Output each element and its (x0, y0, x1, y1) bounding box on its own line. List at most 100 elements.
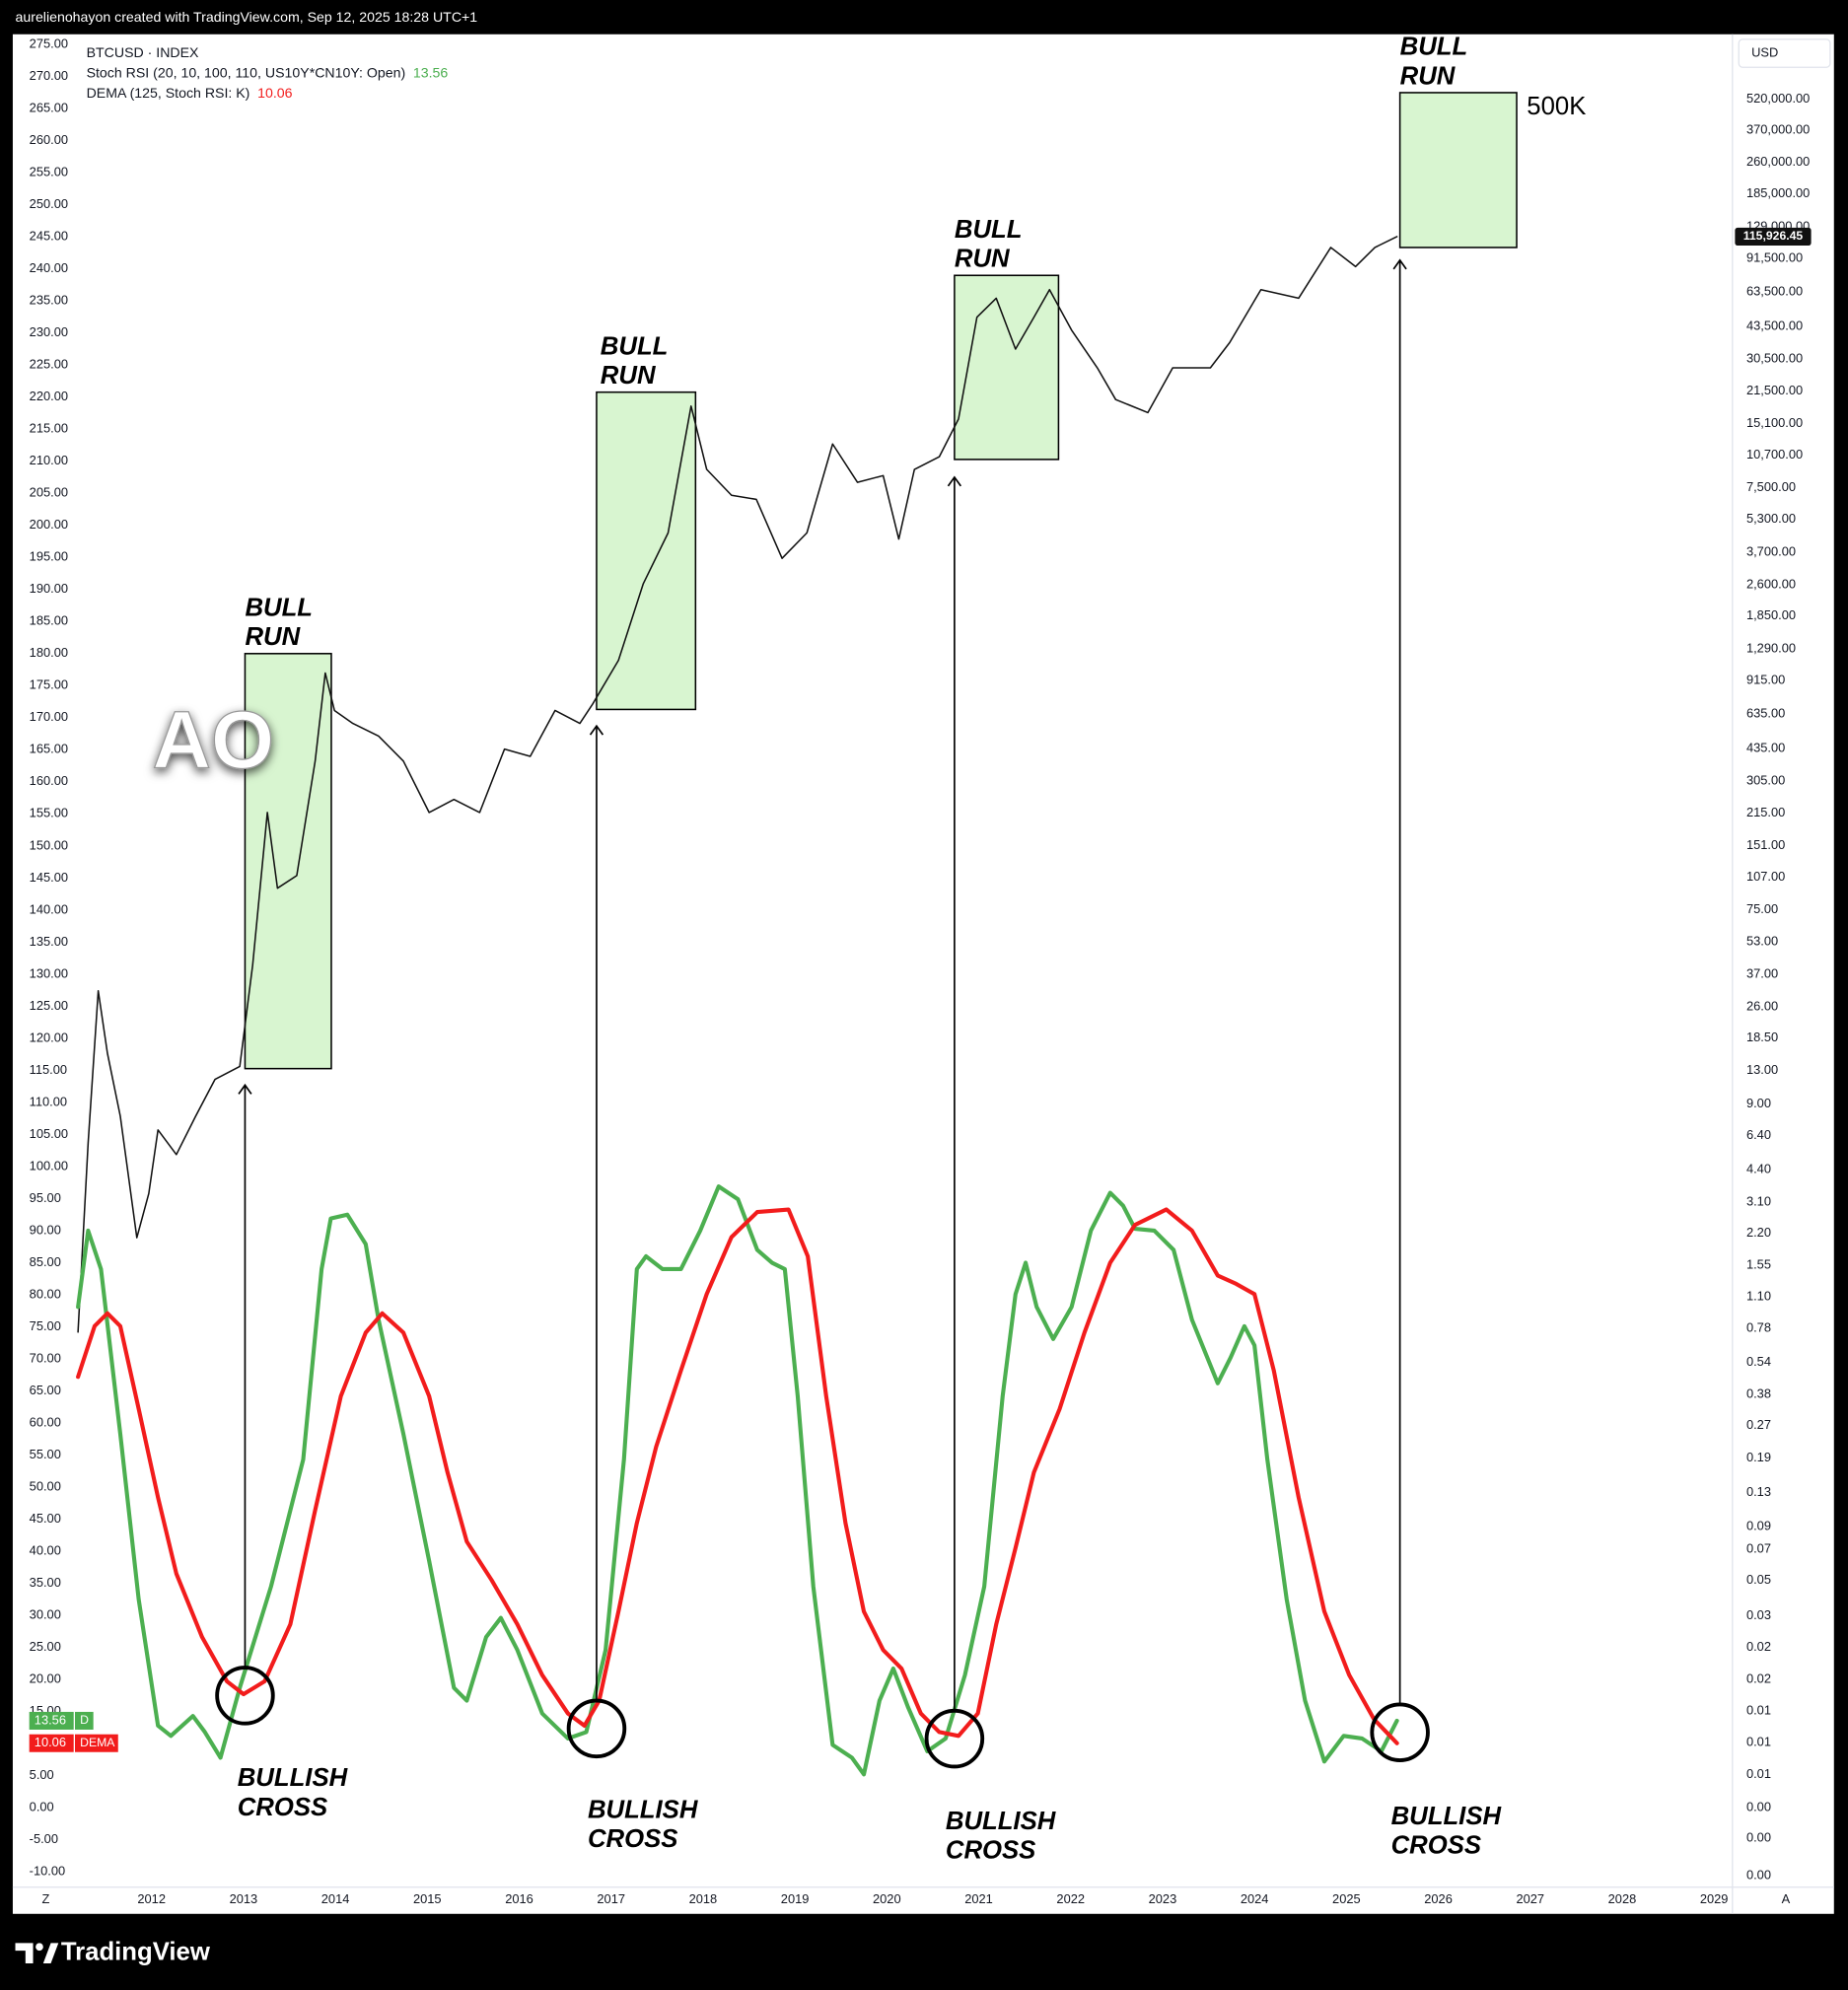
y2-tick-label: 43,500.00 (1746, 318, 1803, 332)
y2-tick-label: 1.10 (1746, 1289, 1771, 1304)
x-tick-label: 2016 (505, 1891, 533, 1906)
legend-value: 10.06 (257, 85, 293, 101)
y2-tick-label: 2.20 (1746, 1225, 1771, 1240)
y-tick-label: 100.00 (30, 1158, 68, 1173)
bullish-cross-label: BULLISH (946, 1808, 1057, 1835)
y-tick-label: 190.00 (30, 581, 68, 596)
badge-name-box (75, 1734, 118, 1752)
currency-label[interactable]: USD (1751, 44, 1778, 59)
y2-tick-label: 26.00 (1746, 999, 1778, 1014)
x-tick-label: 2029 (1700, 1891, 1729, 1906)
y-tick-label: 35.00 (30, 1575, 61, 1590)
y2-tick-label: 915.00 (1746, 672, 1785, 686)
axis-button[interactable]: A (1782, 1891, 1791, 1906)
y2-tick-label: 370,000.00 (1746, 121, 1810, 136)
y-tick-label: 20.00 (30, 1670, 61, 1685)
y2-tick-label: 13.00 (1746, 1062, 1778, 1077)
y2-tick-label: 0.01 (1746, 1703, 1771, 1718)
bullish-cross-label: BULLISH (1391, 1803, 1503, 1830)
indicator-line (76, 1184, 1399, 1777)
y2-tick-label: 15,100.00 (1746, 415, 1803, 430)
y2-tick-label: 75.00 (1746, 901, 1778, 916)
badge-name: DEMA (80, 1736, 115, 1749)
y-tick-label: 125.00 (30, 998, 68, 1013)
y2-tick-label: 2,600.00 (1746, 576, 1796, 591)
y2-tick-label: 37.00 (1746, 966, 1778, 981)
price-tag-label: 115,926.45 (1743, 229, 1804, 243)
y-tick-label: 0.00 (30, 1800, 54, 1814)
y-tick-label: 30.00 (30, 1606, 61, 1621)
y-tick-label: 65.00 (30, 1383, 61, 1397)
bull-run-label: RUN (601, 362, 657, 390)
value-badge-label: 10.06 (35, 1735, 66, 1749)
y-tick-label: 200.00 (30, 517, 68, 532)
bull-run-label: RUN (245, 623, 301, 651)
badge-name: D (80, 1713, 89, 1727)
y2-tick-label: 1.55 (1746, 1257, 1771, 1272)
y-tick-label: 95.00 (30, 1190, 61, 1205)
y-tick-label: 25.00 (30, 1639, 61, 1654)
y-tick-label: 115.00 (30, 1062, 67, 1077)
bullish-cross-label: CROSS (588, 1825, 677, 1853)
y2-tick-label: 151.00 (1746, 837, 1785, 852)
legend-name: DEMA (125, Stoch RSI: K) (87, 85, 250, 101)
cross-circles (215, 1666, 1430, 1769)
bullish-cross-label: BULLISH (238, 1764, 349, 1792)
y-tick-label: 230.00 (30, 324, 68, 339)
legend-value: 13.56 (413, 64, 449, 80)
x-tick-label: 2023 (1149, 1891, 1177, 1906)
bull-run-label: BULL (601, 332, 669, 360)
bull-run-label: RUN (1400, 62, 1457, 90)
y-tick-label: 5.00 (30, 1767, 54, 1782)
bull-run-label: RUN (955, 246, 1011, 273)
y-tick-label: 60.00 (30, 1414, 61, 1429)
cross-circle (924, 1708, 985, 1769)
y-tick-label: 160.00 (30, 773, 68, 788)
y-tick-label: 155.00 (30, 806, 68, 820)
arrow-head (947, 475, 962, 487)
y2-tick-label: 91,500.00 (1746, 249, 1803, 264)
x-tick-label: 2024 (1241, 1891, 1269, 1906)
value-badge-label: 13.56 (35, 1712, 66, 1727)
y-tick-label: 180.00 (30, 645, 68, 660)
y-tick-label: 225.00 (30, 357, 68, 372)
y-tick-label: 250.00 (30, 196, 68, 211)
x-tick-label: 2020 (873, 1891, 901, 1906)
x-tick-label: 2018 (689, 1891, 718, 1906)
y-tick-label: 85.00 (30, 1254, 61, 1269)
y2-tick-label: 4.40 (1746, 1162, 1771, 1176)
indicator-line (76, 1207, 1399, 1745)
y-tick-label: -5.00 (30, 1831, 58, 1846)
logo-shape (15, 1943, 34, 1963)
y-tick-label: 170.00 (30, 709, 68, 724)
y-tick-label: 140.00 (30, 901, 68, 916)
y-tick-label: 135.00 (30, 934, 68, 949)
price-line (77, 236, 1398, 1333)
bullish-cross-label: CROSS (1391, 1831, 1481, 1859)
x-tick-label: 2013 (230, 1891, 258, 1906)
y-tick-label: 175.00 (30, 677, 68, 692)
y-tick-label: 195.00 (30, 549, 68, 564)
y2-tick-label: 0.02 (1746, 1639, 1771, 1654)
axis-button[interactable]: Z (41, 1891, 49, 1906)
y-tick-label: 50.00 (30, 1478, 61, 1493)
bull-run-box (954, 274, 1060, 461)
x-tick-label: 2022 (1056, 1891, 1085, 1906)
y-tick-label: 275.00 (30, 36, 68, 51)
badge-name-box (75, 1711, 94, 1730)
y-tick-label: 165.00 (30, 742, 68, 756)
y2-tick-label: 3,700.00 (1746, 544, 1796, 559)
cross-circle (215, 1666, 275, 1726)
y-tick-label: 245.00 (30, 229, 68, 244)
y2-tick-label: 0.38 (1746, 1386, 1771, 1400)
y2-tick-label: 185,000.00 (1746, 185, 1810, 200)
y2-tick-label: 9.00 (1746, 1096, 1771, 1110)
y2-tick-label: 0.19 (1746, 1450, 1771, 1464)
y2-tick-label: 0.01 (1746, 1766, 1771, 1781)
x-tick-label: 2028 (1608, 1891, 1637, 1906)
y-tick-label: 70.00 (30, 1350, 61, 1365)
dema-legend: DEMA (125, Stoch RSI: K) 10.06 (87, 85, 293, 101)
bull-run-boxes (244, 92, 1518, 1070)
currency-box[interactable] (1738, 38, 1831, 68)
